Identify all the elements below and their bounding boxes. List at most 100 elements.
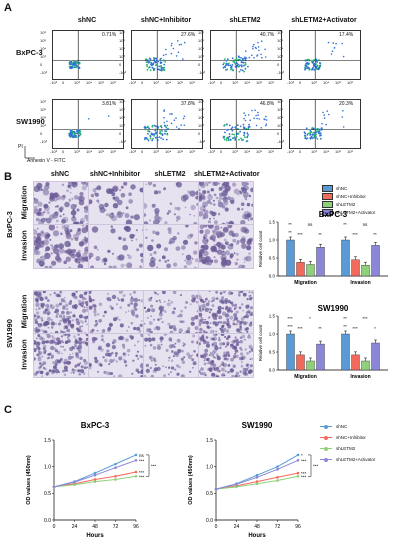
cell-blob bbox=[108, 363, 111, 366]
y-tick-label: 1.0 bbox=[206, 464, 213, 470]
transwell-col-header: shLETM2+Activator bbox=[194, 171, 260, 178]
cell-blob bbox=[199, 298, 203, 302]
cell-blob bbox=[209, 329, 214, 334]
cell-blob bbox=[136, 326, 141, 331]
flow-event-dot bbox=[69, 129, 72, 132]
cell-blob bbox=[42, 366, 46, 370]
flow-event-dot bbox=[73, 63, 76, 66]
flow-xtick: 10³ bbox=[153, 149, 159, 154]
flow-event-dot bbox=[161, 130, 163, 132]
cell-blob bbox=[199, 323, 202, 327]
flow-event-dot bbox=[149, 137, 152, 140]
cell-blob bbox=[242, 371, 247, 376]
cell-blob bbox=[168, 337, 173, 341]
cell-blob bbox=[202, 248, 205, 251]
cell-blob bbox=[240, 357, 244, 361]
cell-blob bbox=[38, 329, 41, 332]
cell-blob bbox=[149, 366, 152, 370]
flow-xtick: -10³ bbox=[129, 80, 137, 85]
cell-blob bbox=[83, 360, 88, 366]
cell-blob bbox=[153, 318, 155, 321]
cell-blob bbox=[66, 189, 70, 193]
flow-event-dot bbox=[317, 131, 320, 134]
flow-event-dot bbox=[152, 69, 155, 71]
y-tick-label: 0.5 bbox=[206, 491, 213, 497]
cell-blob bbox=[185, 225, 189, 228]
cell-blob bbox=[177, 232, 180, 235]
cell-blob bbox=[155, 300, 158, 303]
cell-blob bbox=[147, 337, 152, 342]
flow-event-dot bbox=[231, 126, 234, 129]
cell-blob bbox=[227, 354, 231, 357]
transwell-micrograph bbox=[88, 290, 144, 335]
cell-blob bbox=[225, 250, 230, 256]
cell-blob bbox=[40, 304, 44, 308]
cell-blob bbox=[196, 353, 198, 357]
cell-blob bbox=[234, 232, 239, 238]
flow-event-dot bbox=[257, 114, 259, 116]
cell-blob bbox=[181, 360, 186, 364]
cell-blob bbox=[222, 291, 226, 293]
transwell-micrograph bbox=[143, 224, 199, 269]
cell-blob bbox=[199, 370, 201, 373]
x-category-label: Invasion bbox=[350, 280, 370, 286]
cell-blob bbox=[89, 305, 93, 310]
cell-blob bbox=[248, 334, 250, 336]
cell-blob bbox=[36, 211, 41, 216]
y-tick-label: 1.5 bbox=[44, 438, 51, 444]
cell-blob bbox=[85, 300, 88, 305]
cell-blob bbox=[75, 318, 78, 321]
flow-xtick: 10⁶ bbox=[268, 149, 275, 154]
flow-event-dot bbox=[156, 138, 159, 141]
cell-blob bbox=[234, 303, 237, 307]
cell-blob bbox=[131, 239, 133, 242]
cell-blob bbox=[208, 367, 212, 371]
cell-blob bbox=[218, 196, 223, 200]
cell-blob bbox=[41, 240, 45, 244]
cell-blob bbox=[82, 252, 88, 258]
cell-blob bbox=[222, 321, 226, 325]
cell-blob bbox=[235, 342, 240, 347]
transwell-micrograph bbox=[33, 333, 89, 378]
cell-blob bbox=[141, 319, 143, 322]
flow-event-dot bbox=[154, 60, 157, 63]
series-point bbox=[235, 485, 238, 489]
cell-blob bbox=[59, 358, 63, 362]
cell-blob bbox=[50, 304, 53, 307]
cell-blob bbox=[111, 294, 117, 300]
cell-blob bbox=[221, 307, 225, 310]
cell-blob bbox=[107, 249, 111, 253]
flow-percentage: 3.81% bbox=[102, 101, 117, 107]
significance-mark: ** bbox=[288, 222, 292, 227]
flow-event-dot bbox=[233, 133, 236, 136]
cell-blob bbox=[248, 369, 253, 374]
cell-blob bbox=[70, 210, 77, 216]
cell-blob bbox=[49, 305, 52, 308]
cell-blob bbox=[72, 314, 76, 318]
flow-event-dot bbox=[313, 134, 316, 137]
flow-event-dot bbox=[246, 132, 249, 135]
cell-blob bbox=[178, 313, 183, 318]
legend-label: shNC+Inhibitor bbox=[336, 194, 366, 199]
cell-blob bbox=[248, 350, 251, 353]
flow-event-dot bbox=[170, 122, 173, 125]
cell-blob bbox=[194, 258, 198, 263]
flow-event-dot bbox=[260, 53, 262, 56]
cell-blob bbox=[109, 359, 114, 364]
cell-blob bbox=[106, 371, 110, 375]
flow-event-dot bbox=[146, 138, 149, 141]
cell-blob bbox=[50, 319, 53, 321]
cell-blob bbox=[128, 192, 132, 196]
flow-ytick: 10⁵ bbox=[119, 38, 126, 43]
flow-event-dot bbox=[70, 60, 72, 63]
flow-event-dot bbox=[152, 137, 154, 140]
legend-line-swatch bbox=[320, 457, 332, 462]
flow-ytick: -10³ bbox=[198, 139, 206, 144]
flow-event-dot bbox=[170, 44, 173, 47]
cell-blob bbox=[219, 342, 223, 346]
flow-event-dot bbox=[226, 123, 228, 126]
flow-event-dot bbox=[165, 138, 168, 141]
cell-blob bbox=[208, 354, 211, 357]
flow-event-dot bbox=[228, 62, 230, 65]
cell-blob bbox=[84, 256, 88, 262]
